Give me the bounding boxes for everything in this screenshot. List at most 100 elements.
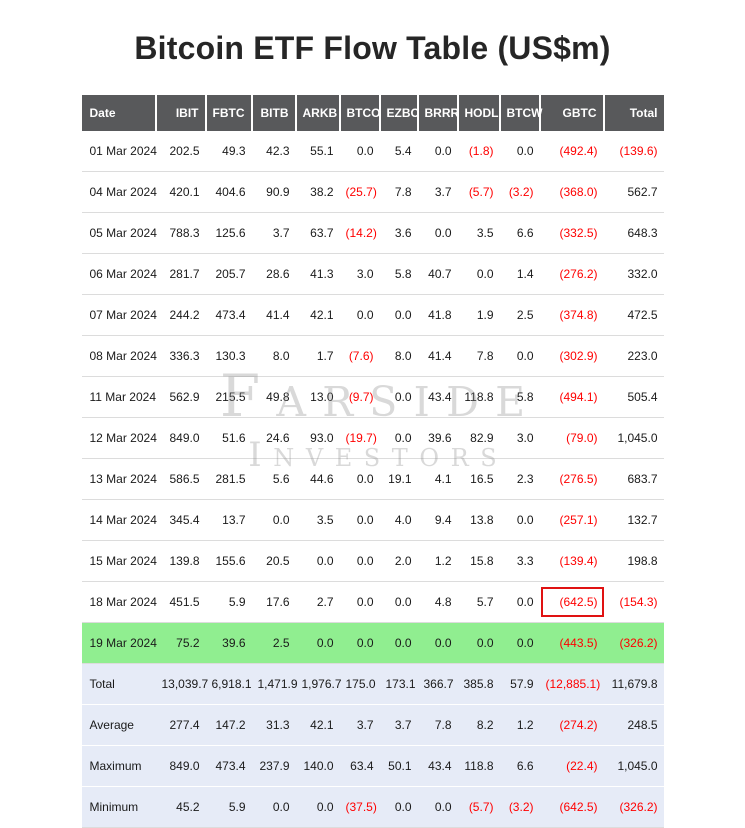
date-cell: 07 Mar 2024 [81, 294, 157, 336]
value-cell: (257.1) [539, 499, 604, 541]
value-cell: 5.9 [205, 786, 252, 828]
value-cell: (494.1) [539, 376, 604, 418]
red-highlight-box [540, 587, 604, 617]
value-cell: 0.0 [339, 499, 380, 541]
value-cell: 2.0 [379, 540, 418, 582]
value-cell: 20.5 [251, 540, 296, 582]
summary-label-cell: Total [81, 663, 156, 705]
table-row: 13 Mar 2024 586.5 281.5 5.6 44.6 0.0 19.1 4.1 16… [81, 458, 664, 500]
value-cell: (12,885.1) [539, 663, 604, 705]
date-cell: 04 Mar 2024 [81, 171, 157, 213]
value-cell: 8.0 [379, 335, 418, 377]
value-cell: (3.2) [499, 786, 540, 828]
value-cell: 0.0 [417, 622, 458, 664]
value-cell: 6,918.1 [205, 663, 252, 705]
value-cell: 50.1 [379, 745, 418, 787]
value-cell: 0.0 [339, 294, 380, 336]
value-cell: (14.2) [339, 212, 380, 254]
value-cell: 7.8 [457, 335, 500, 377]
value-cell: 0.0 [379, 417, 418, 459]
value-cell: 5.4 [379, 131, 418, 172]
value-cell: 0.0 [251, 786, 296, 828]
value-cell: 4.0 [379, 499, 418, 541]
value-cell: 0.0 [379, 294, 418, 336]
value-cell: 1,045.0 [603, 745, 664, 787]
value-cell: 223.0 [603, 335, 664, 377]
value-cell: 118.8 [457, 376, 500, 418]
value-cell: 1.9 [457, 294, 500, 336]
value-cell: 19.1 [379, 458, 418, 500]
table-body: 01 Mar 2024 202.5 49.3 42.3 55.1 0.0 5.4 0.0 (1.… [81, 131, 664, 828]
value-cell: 202.5 [155, 131, 206, 172]
value-cell: 24.6 [251, 417, 296, 459]
value-cell: 31.3 [251, 704, 296, 746]
value-cell: 277.4 [155, 704, 206, 746]
value-cell: 0.0 [417, 212, 458, 254]
value-cell: 0.0 [339, 540, 380, 582]
value-cell: 562.9 [155, 376, 206, 418]
value-cell: 1,471.9 [251, 663, 298, 705]
date-cell: 13 Mar 2024 [81, 458, 157, 500]
value-cell: 0.0 [339, 581, 380, 623]
value-cell: (3.2) [499, 171, 540, 213]
value-cell: 1,045.0 [603, 417, 664, 459]
value-cell: 3.7 [417, 171, 458, 213]
value-cell: 130.3 [205, 335, 252, 377]
value-cell: 175.0 [339, 663, 380, 705]
value-cell: 17.6 [251, 581, 296, 623]
table-row: 12 Mar 2024 849.0 51.6 24.6 93.0 (19.7) 0.0 39.… [81, 417, 664, 459]
value-cell: 215.5 [205, 376, 252, 418]
boxed-value-cell[interactable]: (642.5) [539, 581, 604, 623]
value-cell: 648.3 [603, 212, 664, 254]
value-cell: 49.8 [251, 376, 296, 418]
value-cell: 0.0 [417, 786, 458, 828]
value-cell: 1.2 [499, 704, 540, 746]
value-cell: 75.2 [155, 622, 206, 664]
value-cell: 3.0 [499, 417, 540, 459]
value-cell: 44.6 [295, 458, 340, 500]
value-cell: 63.4 [339, 745, 380, 787]
table-row: 08 Mar 2024 336.3 130.3 8.0 1.7 (7.6) 8.0 41.4 7… [81, 335, 664, 377]
date-cell: 06 Mar 2024 [81, 253, 157, 295]
value-cell: (274.2) [539, 704, 604, 746]
date-cell: 18 Mar 2024 [81, 581, 157, 623]
value-cell: (1.8) [457, 131, 500, 172]
value-cell: 198.8 [603, 540, 664, 582]
value-cell: 0.0 [499, 499, 540, 541]
value-cell: 93.0 [295, 417, 340, 459]
table-row: 18 Mar 2024 451.5 5.9 17.6 2.7 0.0 0.0 4.8 5.7 0.… [81, 581, 664, 623]
value-cell: 3.5 [295, 499, 340, 541]
value-cell: 472.5 [603, 294, 664, 336]
value-cell: 0.0 [379, 376, 418, 418]
value-cell: 0.0 [339, 131, 380, 172]
value-cell: 55.1 [295, 131, 340, 172]
table-row: 14 Mar 2024 345.4 13.7 0.0 3.5 0.0 4.0 9.4 13.8 0… [81, 499, 664, 541]
value-cell: (276.2) [539, 253, 604, 295]
table-row: 07 Mar 2024 244.2 473.4 41.4 42.1 0.0 0.0 41.8 1… [81, 294, 664, 336]
value-cell: 132.7 [603, 499, 664, 541]
value-cell: 139.8 [155, 540, 206, 582]
value-cell: 849.0 [155, 745, 206, 787]
value-cell: 420.1 [155, 171, 206, 213]
value-cell: 562.7 [603, 171, 664, 213]
column-header-brrr: BRRR [416, 95, 459, 131]
table-row: 04 Mar 2024 420.1 404.6 90.9 38.2 (25.7) 7.8 3.… [81, 171, 664, 213]
value-cell: 248.5 [603, 704, 664, 746]
value-cell: 0.0 [295, 540, 340, 582]
value-cell: (7.6) [339, 335, 380, 377]
value-cell: 2.5 [251, 622, 296, 664]
value-cell: (492.4) [539, 131, 604, 172]
value-cell: 281.5 [205, 458, 252, 500]
column-header-btco: BTCO [338, 95, 381, 131]
date-cell: 05 Mar 2024 [81, 212, 157, 254]
value-cell: (5.7) [457, 171, 500, 213]
value-cell: 3.3 [499, 540, 540, 582]
table-row: 15 Mar 2024 139.8 155.6 20.5 0.0 0.0 2.0 1.2 15.… [81, 540, 664, 582]
value-cell: (5.7) [457, 786, 500, 828]
value-cell: 586.5 [155, 458, 206, 500]
value-cell: 0.0 [379, 786, 418, 828]
value-cell: 57.9 [499, 663, 540, 705]
value-cell: 5.6 [251, 458, 296, 500]
value-cell: 8.0 [251, 335, 296, 377]
